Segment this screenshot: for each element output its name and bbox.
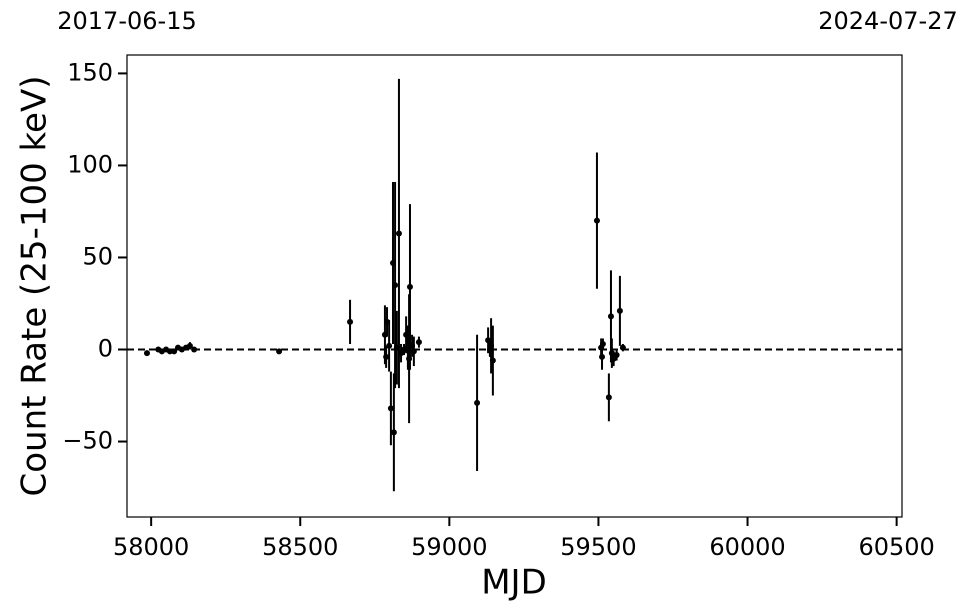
y-tick-label: 100 [67, 150, 113, 178]
data-point [395, 230, 402, 237]
y-tick-label: −50 [62, 427, 113, 455]
data-point [415, 339, 422, 346]
data-point [613, 352, 620, 359]
data-point [186, 342, 193, 349]
data-point [605, 394, 612, 401]
x-tick-label: 58500 [262, 533, 338, 561]
y-tick-label: 150 [67, 58, 113, 86]
data-point [474, 399, 481, 406]
x-tick-label: 58000 [113, 533, 189, 561]
data-point [191, 346, 198, 353]
y-tick-label: 0 [98, 335, 113, 363]
data-point [619, 344, 626, 351]
data-point [616, 307, 623, 314]
data-point [387, 405, 394, 412]
x-axis-label: MJD [481, 563, 547, 603]
plot-frame [126, 54, 903, 518]
top-date-label: 2024-07-27 [818, 7, 957, 35]
y-tick-label: 50 [82, 242, 113, 270]
data-point [171, 348, 178, 355]
data-point [593, 217, 600, 224]
data-point [347, 318, 354, 325]
data-point [276, 348, 283, 355]
data-point [386, 342, 393, 349]
data-point [392, 282, 399, 289]
top-date-label: 2017-06-15 [57, 7, 196, 35]
x-tick-label: 59000 [411, 533, 487, 561]
data-point [489, 357, 496, 364]
x-tick-label: 59500 [560, 533, 636, 561]
data-point [166, 348, 173, 355]
data-point [607, 313, 614, 320]
data-point [599, 353, 606, 360]
data-point [383, 353, 390, 360]
x-tick-label: 60000 [709, 533, 785, 561]
data-point [390, 429, 397, 436]
data-point [410, 348, 417, 355]
data-point [485, 337, 492, 344]
data-point [406, 283, 413, 290]
data-point [599, 340, 606, 347]
x-tick-label: 60500 [858, 533, 934, 561]
data-point [143, 350, 150, 357]
y-axis-label: Count Rate (25-100 keV) [15, 76, 55, 497]
